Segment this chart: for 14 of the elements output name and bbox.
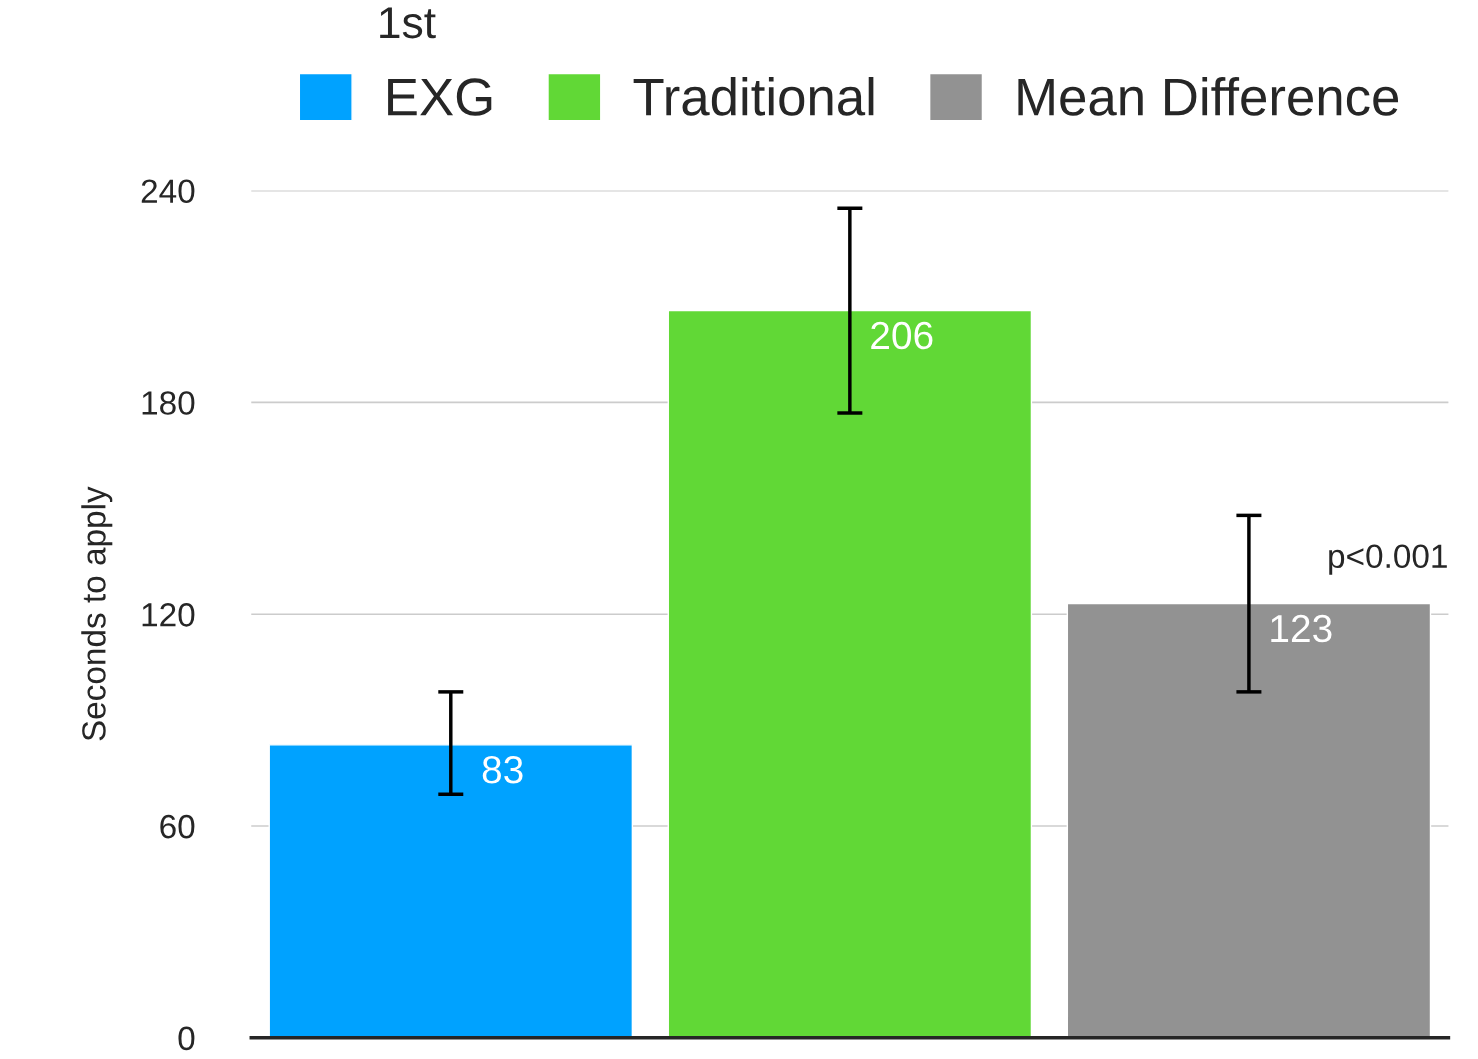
legend-label: Traditional (633, 76, 874, 116)
legend-label: EXG (388, 78, 492, 116)
legend-label: Mean Difference (1018, 76, 1399, 116)
y-axis-title: Seconds to apply (81, 486, 113, 741)
y-tick-label: 240 (141, 179, 195, 204)
y-tick-label: 120 (142, 603, 195, 627)
y-tick-label: 0 (178, 1026, 195, 1051)
annotation: p<0.001 (1329, 544, 1447, 575)
y-tick-label: 180 (142, 391, 195, 415)
y-tick-label: 60 (160, 814, 195, 839)
data-label: 123 (1271, 614, 1332, 643)
data-label: 206 (871, 321, 933, 350)
data-label: 83 (482, 755, 523, 784)
text: 1st (380, 7, 436, 39)
